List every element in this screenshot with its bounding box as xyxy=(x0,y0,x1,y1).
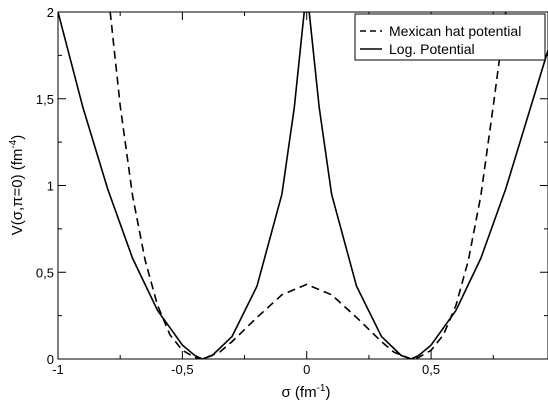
y-tick-label: 0,5 xyxy=(36,265,54,280)
x-tick-label: 0 xyxy=(303,362,310,377)
x-tick-label: -0,5 xyxy=(171,362,193,377)
y-axis-ticks: 0 0,5 1 1,5 2 xyxy=(36,5,548,367)
x-axis-label: σ (fm-1) xyxy=(282,383,331,401)
legend-label-log-potential: Log. Potential xyxy=(389,41,475,57)
y-tick-label: 2 xyxy=(47,5,54,20)
y-tick-label: 1,5 xyxy=(36,92,54,107)
x-tick-label: 0,5 xyxy=(422,362,440,377)
plot-area: -1 -0,5 0 0,5 0 0,5 1 1,5 2 xyxy=(36,5,548,377)
series-layer xyxy=(58,12,548,359)
y-tick-label: 1 xyxy=(47,179,54,194)
series-line-log-potential xyxy=(58,12,548,359)
y-tick-label: 0 xyxy=(47,352,54,367)
legend: Mexican hat potential Log. Potential xyxy=(354,13,546,61)
plot-frame xyxy=(57,11,548,360)
legend-box xyxy=(354,13,546,61)
legend-label-mexican-hat: Mexican hat potential xyxy=(389,23,521,39)
y-axis-label: V(σ,π=0) (fm-4) xyxy=(8,135,26,236)
x-tick-label: -1 xyxy=(52,362,64,377)
